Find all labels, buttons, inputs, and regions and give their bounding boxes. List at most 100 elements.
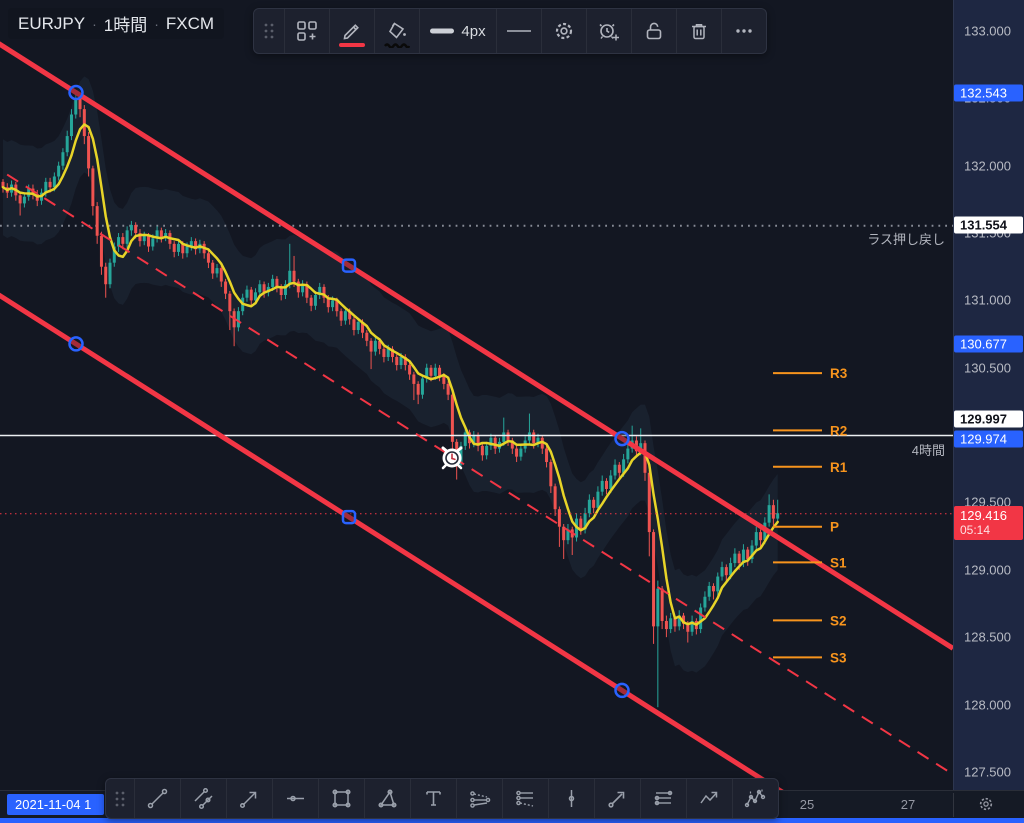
line-color-button[interactable] xyxy=(329,9,374,53)
tool-elliott-wave[interactable] xyxy=(732,779,778,818)
price-axis-gridline-label: 127.500 xyxy=(964,764,1011,780)
fill-color-swatch xyxy=(384,43,410,48)
tool-horizontal-ray[interactable] xyxy=(272,779,318,818)
paint-bucket-icon xyxy=(388,22,406,39)
gann-fan-icon xyxy=(516,790,534,807)
horizontal-line-note: ラス押し戻し xyxy=(867,232,945,247)
channel-anchor[interactable] xyxy=(68,336,84,352)
line-style-button[interactable] xyxy=(496,9,541,53)
channel-anchor[interactable] xyxy=(614,430,630,447)
pivot-label-P: P xyxy=(830,520,839,535)
horizontal-ray-icon xyxy=(287,795,304,802)
price-axis-gridline-label: 129.000 xyxy=(964,562,1011,578)
drawing-price-label: 129.997 xyxy=(954,410,1023,428)
drawing-price-label: 129.974 xyxy=(954,430,1023,448)
selected-color-swatch xyxy=(339,43,365,47)
elliott-wave-icon xyxy=(744,789,766,808)
rectangle-icon xyxy=(332,789,351,808)
tool-trend-line[interactable] xyxy=(134,779,180,818)
add-alert-button[interactable] xyxy=(586,9,631,53)
channel-anchor[interactable] xyxy=(68,84,84,101)
tool-arrow[interactable] xyxy=(226,779,272,818)
tool-gann-fan[interactable] xyxy=(502,779,548,818)
legend-separator: · xyxy=(92,15,97,32)
time-axis-day-label: 25 xyxy=(799,797,815,812)
date-axis-label: 2021-11-04 1 xyxy=(7,794,104,815)
channel-lower-line[interactable] xyxy=(0,277,953,790)
delete-button[interactable] xyxy=(676,9,721,53)
pivot-label-R3: R3 xyxy=(830,366,848,381)
drawing-templates-button[interactable] xyxy=(284,9,329,53)
tool-arrow-marker[interactable] xyxy=(594,779,640,818)
price-axis-gridline-label: 128.000 xyxy=(964,697,1011,712)
moving-average-line xyxy=(1,123,779,626)
thick-line-icon xyxy=(430,28,455,34)
drawing-price-label: 130.677 xyxy=(954,335,1023,353)
zigzag-icon xyxy=(700,791,718,804)
time-axis-day-label: 27 xyxy=(900,797,916,812)
price-axis[interactable]: 133.000132.500132.000131.500131.000130.5… xyxy=(953,0,1024,790)
bottom-accent-bar xyxy=(0,818,1024,823)
pivot-label-S3: S3 xyxy=(830,650,847,665)
line-width-button[interactable]: 4px xyxy=(419,9,496,53)
price-axis-gridline-label: 131.000 xyxy=(964,292,1011,308)
channel-mid-anchor[interactable] xyxy=(341,258,357,273)
toolbar-drag-handle[interactable] xyxy=(106,779,134,818)
thin-line-icon xyxy=(507,30,531,32)
pivot-label-R2: R2 xyxy=(830,423,847,438)
arrow-marker-icon xyxy=(608,791,625,808)
line-width-value: 4px xyxy=(461,22,486,40)
lock-icon xyxy=(646,22,662,40)
drawing-context-toolbar: 4px xyxy=(253,8,767,54)
settings-button[interactable] xyxy=(541,9,586,53)
channel-mid-anchor[interactable] xyxy=(341,509,357,525)
parallel-lines-icon xyxy=(654,790,673,806)
trend-line-icon xyxy=(147,788,168,809)
drag-dots-icon xyxy=(115,791,125,806)
templates-icon xyxy=(297,21,317,41)
bar-countdown: 05:14 xyxy=(960,523,991,537)
price-chart[interactable]: R3 R2 R1 P S1 S2 S3 xyxy=(0,0,953,790)
tool-pitchfork[interactable] xyxy=(456,779,502,818)
symbol-name: EURJPY xyxy=(18,13,86,33)
tool-zigzag[interactable] xyxy=(686,779,732,818)
triangle-icon xyxy=(378,789,397,808)
channel-anchor[interactable] xyxy=(614,682,630,699)
tool-rectangle[interactable] xyxy=(318,779,364,818)
arrow-icon xyxy=(239,791,257,809)
vertical-line-icon xyxy=(568,790,575,807)
lock-button[interactable] xyxy=(631,9,676,53)
toolbar-drag-handle[interactable] xyxy=(254,9,284,53)
alarm-clock-plus-icon xyxy=(599,23,619,41)
axis-separator xyxy=(953,793,954,817)
pencil-icon xyxy=(343,24,359,40)
price-axis-gridline-label: 133.000 xyxy=(964,23,1011,39)
channel-upper-line[interactable] xyxy=(0,25,953,651)
tool-vertical-line[interactable] xyxy=(548,779,594,818)
background-fill-button[interactable] xyxy=(374,9,419,53)
tool-parallel-channel[interactable] xyxy=(180,779,226,818)
drawing-price-label: 131.554 xyxy=(954,216,1023,234)
price-axis-gridline-label: 128.500 xyxy=(964,629,1011,645)
tool-triangle[interactable] xyxy=(364,779,410,818)
tool-parallel-lines[interactable] xyxy=(640,779,686,818)
axis-settings-gear-icon[interactable] xyxy=(977,795,995,813)
drawing-price-label: 132.543 xyxy=(954,84,1023,102)
last-price-label: 129.416 05:14 xyxy=(954,506,1023,540)
symbol-legend[interactable]: EURJPY · 1時間 · FXCM xyxy=(8,8,225,39)
favorite-drawings-toolbar xyxy=(105,778,779,819)
more-options-button[interactable] xyxy=(721,9,766,53)
ellipsis-icon xyxy=(736,29,752,33)
price-axis-gridline-label: 132.000 xyxy=(964,158,1011,174)
alert-marker[interactable] xyxy=(441,446,463,470)
chart-pane[interactable]: R3 R2 R1 P S1 S2 S3 ラス押し戻し 4時間 xyxy=(0,0,953,790)
timeframe-note: 4時間 xyxy=(911,443,945,458)
pivot-label-S2: S2 xyxy=(830,613,847,628)
drag-dots-icon xyxy=(264,23,274,39)
chart-interval: 1時間 xyxy=(103,16,148,35)
gear-icon xyxy=(555,22,573,40)
channel-mid-line[interactable] xyxy=(0,151,953,776)
tool-text[interactable] xyxy=(410,779,456,818)
trash-icon xyxy=(692,24,706,40)
